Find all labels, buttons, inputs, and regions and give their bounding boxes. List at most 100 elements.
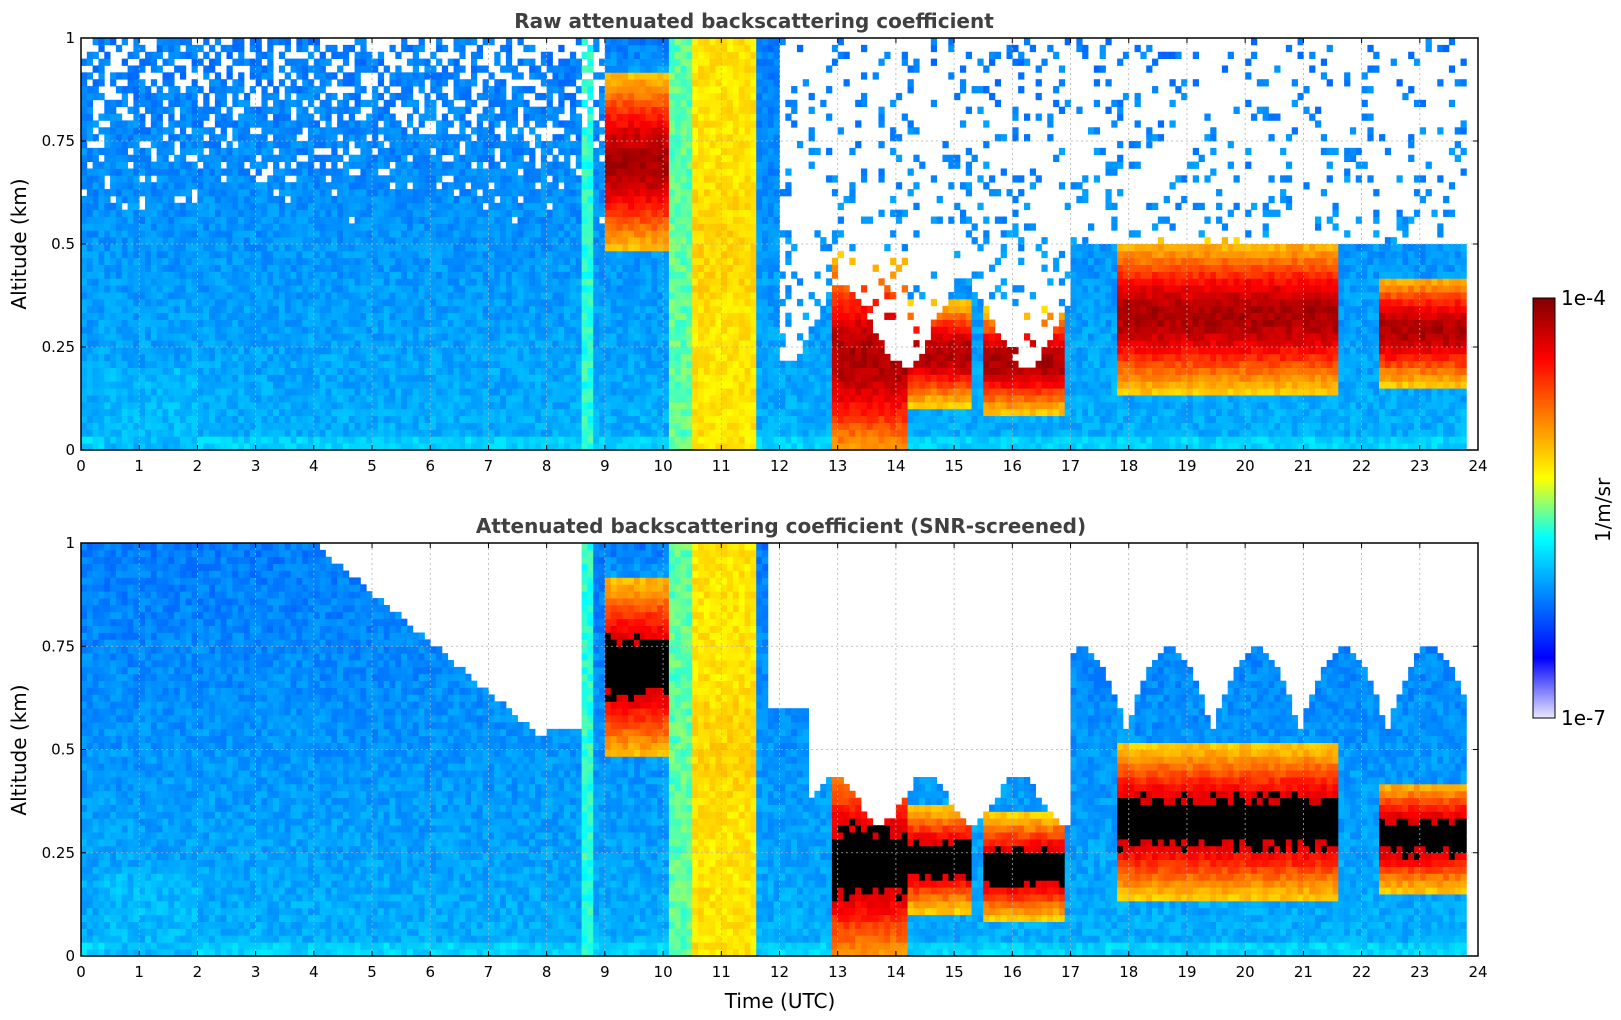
heatmap-cell — [442, 347, 448, 354]
heatmap-cell — [442, 217, 448, 224]
heatmap-cell — [541, 423, 547, 430]
heatmap-cell — [302, 251, 308, 258]
heatmap-cell — [349, 210, 355, 217]
heatmap-cell — [483, 134, 489, 141]
heatmap-cell — [564, 237, 570, 244]
heatmap-cell — [593, 72, 599, 79]
heatmap-cell — [93, 361, 99, 368]
heatmap-cell — [582, 182, 588, 189]
heatmap-cell — [192, 381, 198, 388]
heatmap-cell — [552, 416, 558, 423]
heatmap-cell — [133, 38, 139, 45]
heatmap-cell — [116, 340, 122, 347]
heatmap-cell — [413, 100, 419, 107]
heatmap-cell — [291, 258, 297, 265]
heatmap-cell — [483, 333, 489, 340]
heatmap-cell — [291, 299, 297, 306]
heatmap-cell — [587, 148, 593, 155]
heatmap-cell — [110, 436, 116, 443]
heatmap-cell — [372, 107, 378, 114]
heatmap-cell — [372, 368, 378, 375]
heatmap-cell — [122, 217, 128, 224]
heatmap-cell — [384, 278, 390, 285]
heatmap-cell — [360, 175, 366, 182]
heatmap-cell — [209, 223, 215, 230]
heatmap-cell — [145, 368, 151, 375]
heatmap-cell — [477, 285, 483, 292]
heatmap-cell — [279, 333, 285, 340]
heatmap-cell — [128, 436, 134, 443]
heatmap-cell — [407, 381, 413, 388]
heatmap-cell — [471, 251, 477, 258]
heatmap-cell — [116, 395, 122, 402]
heatmap-cell — [506, 368, 512, 375]
heatmap-cell — [366, 416, 372, 423]
heatmap-cell — [221, 320, 227, 327]
heatmap-cell — [122, 409, 128, 416]
heatmap-cell — [436, 141, 442, 148]
heatmap-cell — [221, 285, 227, 292]
heatmap-cell — [238, 313, 244, 320]
heatmap-cell — [308, 175, 314, 182]
heatmap-cell — [587, 299, 593, 306]
heatmap-cell — [436, 223, 442, 230]
heatmap-cell — [401, 326, 407, 333]
heatmap-cell — [192, 354, 198, 361]
heatmap-cell — [547, 237, 553, 244]
heatmap-cell — [541, 409, 547, 416]
heatmap-cell — [98, 196, 104, 203]
heatmap-cell — [512, 347, 518, 354]
heatmap-cell — [599, 402, 605, 409]
heatmap-cell — [477, 278, 483, 285]
heatmap-cell — [582, 210, 588, 217]
heatmap-cell — [314, 237, 320, 244]
heatmap-cell — [448, 107, 454, 114]
heatmap-cell — [250, 368, 256, 375]
heatmap-cell — [285, 292, 291, 299]
heatmap-cell — [180, 278, 186, 285]
heatmap-cell — [413, 361, 419, 368]
heatmap-cell — [541, 114, 547, 121]
heatmap-cell — [471, 271, 477, 278]
heatmap-cell — [238, 120, 244, 127]
heatmap-cell — [157, 127, 163, 134]
heatmap-cell — [104, 100, 110, 107]
heatmap-cell — [256, 306, 262, 313]
heatmap-cell — [302, 326, 308, 333]
heatmap-cell — [459, 388, 465, 395]
heatmap-cell — [291, 230, 297, 237]
heatmap-cell — [209, 368, 215, 375]
heatmap-cell — [250, 313, 256, 320]
heatmap-cell — [209, 299, 215, 306]
heatmap-cell — [529, 237, 535, 244]
heatmap-cell — [413, 306, 419, 313]
heatmap-cell — [390, 388, 396, 395]
heatmap-cell — [314, 196, 320, 203]
heatmap-cell — [279, 127, 285, 134]
heatmap-cell — [285, 251, 291, 258]
heatmap-cell — [471, 182, 477, 189]
heatmap-cell — [500, 65, 506, 72]
heatmap-cell — [81, 223, 87, 230]
heatmap-cell — [576, 265, 582, 272]
heatmap-cell — [232, 203, 238, 210]
heatmap-cell — [279, 175, 285, 182]
heatmap-cell — [250, 155, 256, 162]
heatmap-cell — [145, 59, 151, 66]
heatmap-cell — [133, 155, 139, 162]
heatmap-cell — [547, 340, 553, 347]
heatmap-cell — [454, 141, 460, 148]
heatmap-cell — [611, 93, 617, 100]
heatmap-cell — [413, 326, 419, 333]
heatmap-cell — [151, 340, 157, 347]
heatmap-cell — [267, 271, 273, 278]
heatmap-cell — [523, 244, 529, 251]
heatmap-cell — [98, 320, 104, 327]
heatmap-cell — [296, 278, 302, 285]
heatmap-cell — [424, 148, 430, 155]
heatmap-cell — [139, 326, 145, 333]
heatmap-cell — [343, 210, 349, 217]
heatmap-cell — [617, 271, 623, 278]
heatmap-cell — [192, 65, 198, 72]
heatmap-cell — [611, 333, 617, 340]
